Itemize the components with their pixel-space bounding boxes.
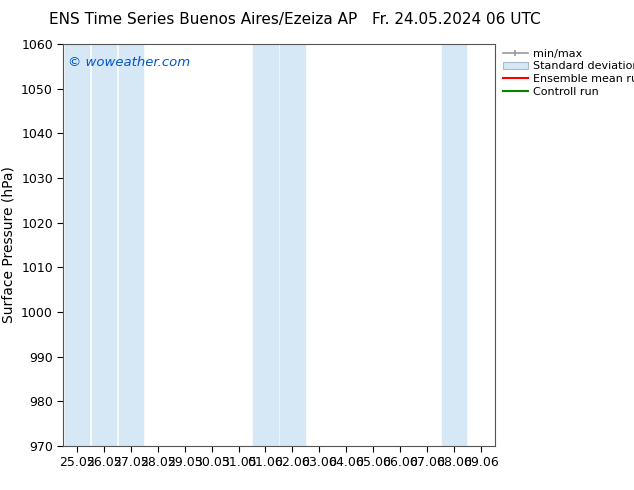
Bar bbox=[65, 44, 89, 446]
Text: © woweather.com: © woweather.com bbox=[68, 56, 190, 69]
Bar bbox=[119, 44, 143, 446]
Bar bbox=[92, 44, 116, 446]
Bar bbox=[442, 44, 466, 446]
Legend: min/max, Standard deviation, Ensemble mean run, Controll run: min/max, Standard deviation, Ensemble me… bbox=[499, 44, 634, 101]
Y-axis label: Surface Pressure (hPa): Surface Pressure (hPa) bbox=[1, 167, 16, 323]
Text: Fr. 24.05.2024 06 UTC: Fr. 24.05.2024 06 UTC bbox=[372, 12, 541, 27]
Bar bbox=[254, 44, 278, 446]
Bar bbox=[280, 44, 304, 446]
Text: ENS Time Series Buenos Aires/Ezeiza AP: ENS Time Series Buenos Aires/Ezeiza AP bbox=[49, 12, 357, 27]
